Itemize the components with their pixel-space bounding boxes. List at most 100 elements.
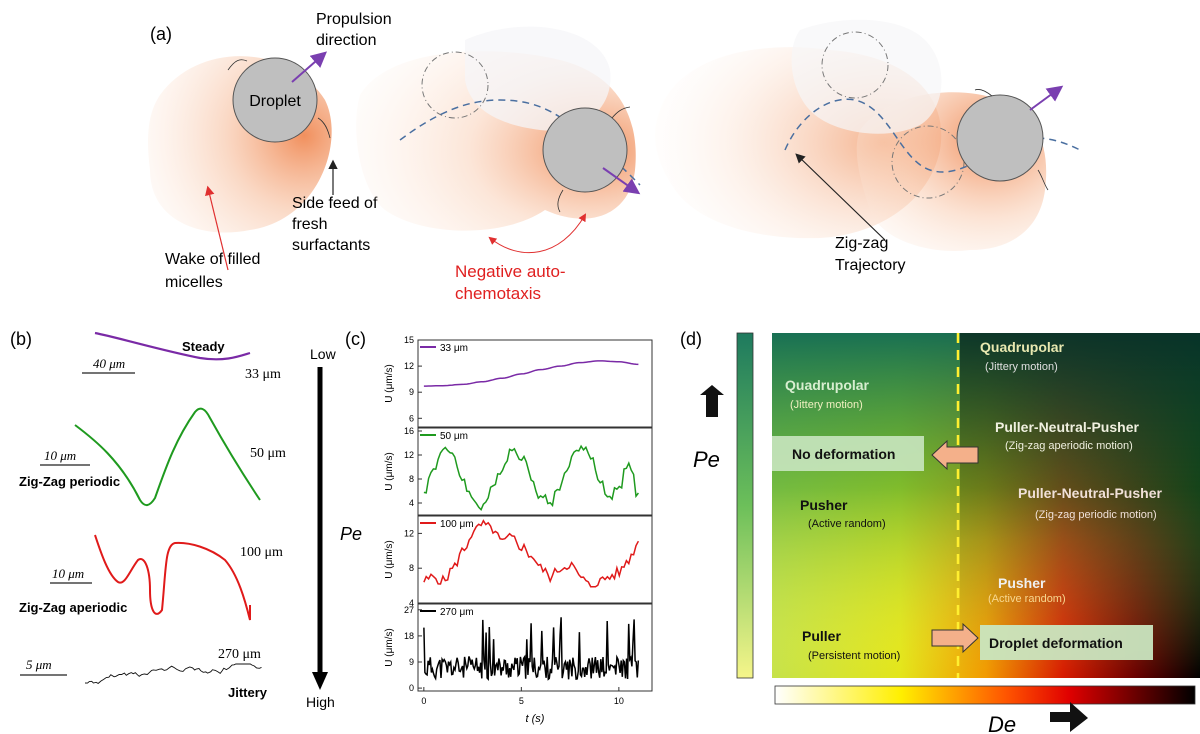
- region-sub: (Zig-zag periodic motion): [1035, 509, 1157, 521]
- negative-chemotaxis-arrow: [488, 213, 587, 254]
- y-tick-label: 8: [409, 563, 414, 573]
- pe-up-arrow: [700, 385, 724, 417]
- pe-arrow-head: [312, 672, 328, 690]
- propulsion-arrow-3: [1029, 85, 1064, 111]
- x-axis-label: t (s): [526, 713, 545, 725]
- trace-jittery: [84, 663, 262, 684]
- legend-label: 50 μm: [440, 431, 468, 442]
- propulsion-arrow: [291, 51, 328, 83]
- pe-colorbar: [736, 332, 754, 679]
- flow-arrow: [317, 117, 331, 139]
- flow-arrow: [227, 59, 248, 71]
- legend-label: 270 μm: [440, 607, 474, 618]
- series-line: [423, 617, 640, 681]
- chart-frame: [417, 515, 653, 604]
- x-tick-label: 5: [519, 696, 524, 706]
- no-deformation-box: [772, 436, 924, 471]
- trace-size: 100 μm: [240, 545, 283, 560]
- region-sub: (Jittery motion): [790, 399, 863, 411]
- flow-arrow: [1037, 169, 1049, 191]
- propulsion-line1: Propulsion: [316, 11, 392, 28]
- panel-d-label: (d): [680, 329, 702, 349]
- de-colorbar: [774, 685, 1196, 705]
- y-axis-label: U (μm/s): [384, 540, 395, 579]
- y-tick-label: 0: [409, 683, 414, 693]
- propulsion-arrow-2: [602, 167, 641, 195]
- y-tick-label: 18: [404, 631, 414, 641]
- scale-label: 40 μm: [93, 356, 125, 371]
- trace-steady: [94, 331, 251, 361]
- no-deformation-label: No deformation: [792, 446, 895, 462]
- no-deformation-arrow: [931, 439, 979, 471]
- flow-arrow: [611, 106, 631, 119]
- negative-line1: Negative auto-: [455, 262, 566, 281]
- deformation-arrow: [931, 622, 979, 654]
- y-tick-label: 27: [404, 605, 414, 615]
- legend-label: 33 μm: [440, 343, 468, 354]
- panel-b-label: (b): [10, 329, 32, 349]
- flow-arrow: [557, 189, 564, 213]
- x-tick-label: 0: [421, 696, 426, 706]
- phase-map-shade: [960, 333, 1200, 678]
- droplet-2: [542, 107, 628, 193]
- pe-low-label: Low: [310, 346, 337, 362]
- legend-label: 100 μm: [440, 519, 474, 530]
- region-title: Puller-Neutral-Pusher: [995, 419, 1139, 435]
- trace-zigzag-aperiodic: [94, 534, 251, 621]
- series-line: [423, 360, 639, 387]
- panel-a-label: (a): [150, 24, 172, 44]
- deformation-label: Droplet deformation: [989, 635, 1123, 651]
- previous-wake: [791, 19, 942, 134]
- trace-size: 50 μm: [250, 446, 286, 461]
- wake-line2: micelles: [165, 274, 223, 291]
- previous-wake: [465, 26, 611, 131]
- scale-label: 10 μm: [52, 566, 84, 581]
- droplet-label: Droplet: [249, 93, 301, 110]
- chart-frame: [417, 603, 653, 692]
- trace-name: Steady: [182, 339, 225, 354]
- flow-arrow: [974, 89, 993, 97]
- region-title: Quadrupolar: [980, 339, 1065, 355]
- y-tick-label: 9: [409, 387, 414, 397]
- previous-droplet-outline: [821, 31, 889, 99]
- panel-c-charts: 6 9 12 15 U (μm/s) 33 μm 4 8 12 16 U (μm/s) 50 μm 4 8…: [384, 335, 653, 725]
- region-sub: (Persistent motion): [808, 650, 900, 662]
- zigzag-line1: Zig-zag: [835, 235, 888, 252]
- series-line: [423, 519, 640, 588]
- pe-arrow-label: Pe: [340, 524, 362, 544]
- y-tick-label: 15: [404, 335, 414, 345]
- zigzag-arrow: [795, 153, 886, 241]
- trace-name: Jittery: [228, 685, 268, 700]
- deformation-box: [980, 625, 1153, 660]
- de-right-arrow: [1050, 702, 1088, 732]
- y-tick-label: 4: [409, 598, 414, 608]
- scale-label: 5 μm: [26, 657, 52, 672]
- series-line: [423, 444, 639, 512]
- pe-high-label: High: [306, 694, 335, 710]
- region-sub: (Active random): [808, 518, 886, 530]
- droplet-3: [956, 94, 1044, 182]
- region-title: Puller-Neutral-Pusher: [1018, 485, 1162, 501]
- de-label: De: [988, 712, 1016, 734]
- pe-label: Pe: [693, 447, 720, 472]
- y-tick-label: 8: [409, 474, 414, 484]
- y-tick-label: 12: [404, 361, 414, 371]
- scale-label: 10 μm: [44, 448, 76, 463]
- side-feed-line2: fresh: [292, 216, 328, 233]
- chart-frame: [417, 339, 653, 428]
- zigzag-line2: Trajectory: [835, 257, 906, 274]
- y-axis-label: U (μm/s): [384, 364, 395, 403]
- region-title: Puller: [802, 628, 841, 644]
- region-sub: (Jittery motion): [985, 361, 1058, 373]
- trace-name: Zig-Zag aperiodic: [19, 600, 127, 615]
- y-tick-label: 16: [404, 426, 414, 436]
- region-title: Pusher: [998, 575, 1046, 591]
- y-axis-label: U (μm/s): [384, 628, 395, 667]
- region-title: Pusher: [800, 497, 848, 513]
- chart-frame: [417, 427, 653, 516]
- trace-name: Zig-Zag periodic: [19, 474, 120, 489]
- trace-size: 33 μm: [245, 367, 281, 382]
- y-tick-label: 6: [409, 413, 414, 423]
